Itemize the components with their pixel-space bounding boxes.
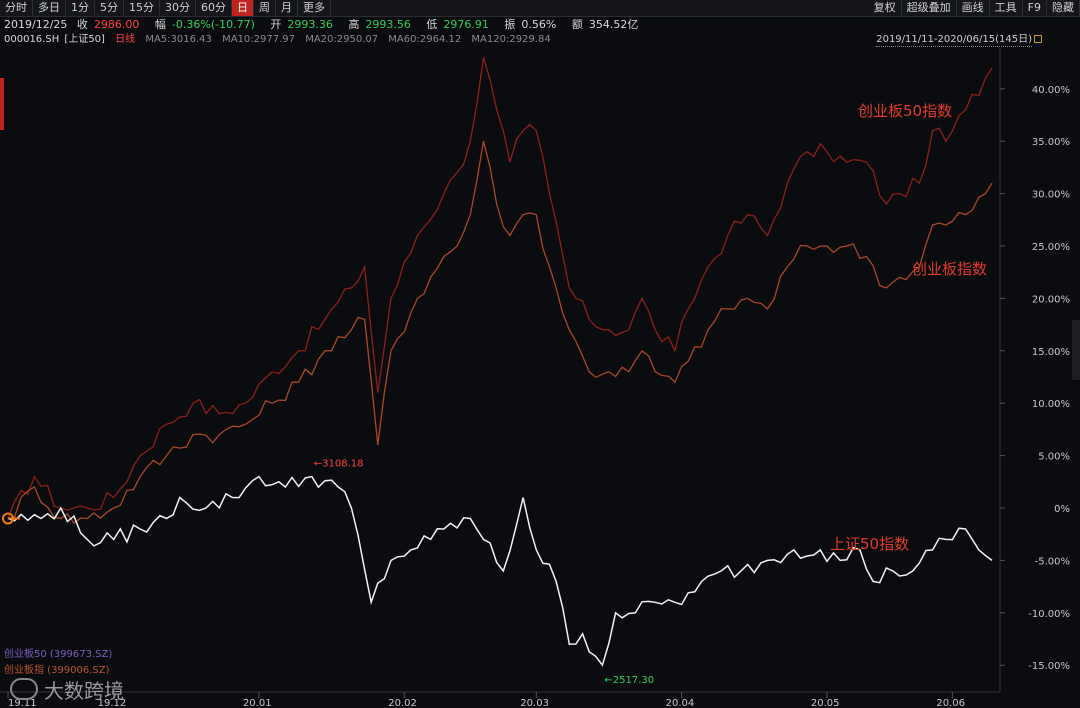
open-label: 开: [270, 18, 282, 31]
amp-value: 0.56%: [521, 18, 557, 31]
y-tick-label-0: 40.00%: [1032, 85, 1070, 96]
period-toolbar: 分时 多日 1分 5分 15分 30分 60分日周月更多 复权 超级叠加 画线 工具 F9 隐藏: [0, 0, 1080, 17]
logo: 大数跨境: [10, 676, 124, 703]
index-code: 000016.SH: [4, 34, 60, 45]
ma60: MA60:2964.12: [388, 34, 462, 45]
series-line-sz50: [7, 475, 993, 667]
open-value: 2993.36: [287, 18, 333, 31]
series-label-cyb50: 创业板50指数: [858, 102, 952, 120]
close-label: 收: [76, 18, 88, 31]
period-tab-0[interactable]: 分时: [0, 0, 33, 16]
toolbar-right-item-5[interactable]: 隐藏: [1047, 0, 1080, 16]
ma20: MA20:2950.07: [305, 34, 379, 45]
y-tick-label-11: -15.00%: [1028, 661, 1070, 672]
y-tick-label-5: 15.00%: [1032, 347, 1070, 358]
period-tab-3[interactable]: 5分: [95, 0, 124, 16]
toolbar-right: 复权 超级叠加 画线 工具 F9 隐藏: [869, 0, 1080, 16]
change-value: -0.36%(-10.77): [171, 18, 255, 31]
toolbar-right-item-2[interactable]: 画线: [957, 0, 990, 16]
toolbar-right-item-3[interactable]: 工具: [990, 0, 1023, 16]
legend-cyb: 创业板指 (399006.SZ): [4, 665, 110, 676]
quote-date: 2019/12/25: [4, 18, 68, 31]
logo-text: 大数跨境: [44, 678, 124, 703]
period-tab-5[interactable]: 30分: [160, 0, 196, 16]
y-tick-label-3: 25.00%: [1032, 242, 1070, 253]
toolbar-right-item-0[interactable]: 复权: [869, 0, 902, 16]
ma120: MA120:2929.84: [471, 34, 551, 45]
legend-cyb50: 创业板50 (399673.SZ): [4, 649, 113, 660]
amount-label: 额: [571, 18, 583, 31]
period-tab-6[interactable]: 60分: [196, 0, 232, 16]
ma5: MA5:3016.43: [145, 34, 212, 45]
period-tab-7[interactable]: 日: [232, 0, 254, 16]
y-tick-label-8: 0%: [1054, 504, 1070, 515]
high-label: 高: [348, 18, 360, 31]
scrollbar[interactable]: [1072, 320, 1080, 380]
y-tick-label-10: -10.00%: [1028, 609, 1070, 620]
toolbar-right-item-1[interactable]: 超级叠加: [902, 0, 957, 16]
period-tab-2[interactable]: 1分: [66, 0, 95, 16]
period-tabs: 分时 多日 1分 5分 15分 30分 60分日周月更多: [0, 0, 331, 16]
x-tick-label-6: 20.05: [811, 698, 840, 708]
x-tick-label-4: 20.03: [520, 698, 549, 708]
period-tab-1[interactable]: 多日: [33, 0, 66, 16]
x-tick-label-1: 19.12: [98, 698, 127, 708]
low-value: 2976.91: [443, 18, 489, 31]
high-value: 2993.56: [365, 18, 411, 31]
amount-value: 354.52亿: [588, 18, 639, 31]
x-tick-label-3: 20.02: [388, 698, 417, 708]
period-tab-9[interactable]: 月: [276, 0, 298, 16]
y-tick-label-1: 35.00%: [1032, 137, 1070, 148]
series-label-sz50: 上证50指数: [830, 535, 909, 553]
ma-bar: 000016.SH [上证50] 日线 MA5:3016.43 MA10:297…: [4, 33, 558, 47]
series-line-cyb: [7, 141, 993, 525]
period-tab-4[interactable]: 15分: [124, 0, 160, 16]
annotation-1: ←2517.30: [604, 675, 654, 686]
period-tab-8[interactable]: 周: [254, 0, 276, 16]
y-tick-label-2: 30.00%: [1032, 190, 1070, 201]
x-tick-label-0: 19.11: [8, 698, 37, 708]
series-label-cyb: 创业板指数: [912, 260, 987, 278]
series-line-cyb50: [7, 57, 993, 519]
side-marker: [0, 78, 4, 130]
x-tick-label-5: 20.04: [666, 698, 695, 708]
y-tick-label-9: -5.00%: [1035, 556, 1070, 567]
annotation-0: ←3108.18: [314, 459, 364, 470]
close-value: 2986.00: [93, 18, 140, 31]
ma10: MA10:2977.97: [222, 34, 295, 45]
date-range[interactable]: 2019/11/11-2020/06/15(145日): [876, 34, 1032, 47]
y-tick-label-7: 5.00%: [1038, 452, 1070, 463]
logo-mark-icon: [10, 678, 38, 700]
x-tick-label-2: 20.01: [243, 698, 272, 708]
index-name: [上证50]: [64, 34, 105, 45]
change-label: 幅: [154, 18, 166, 31]
y-tick-label-4: 20.00%: [1032, 294, 1070, 305]
x-tick-label-7: 20.06: [936, 698, 965, 708]
lock-icon[interactable]: [1034, 35, 1042, 43]
period-tab-10[interactable]: 更多: [298, 0, 331, 16]
toolbar-right-item-4[interactable]: F9: [1023, 0, 1047, 16]
amp-label: 振: [504, 18, 516, 31]
kline-type: 日线: [115, 34, 136, 45]
quote-bar: 2019/12/25 收 2986.00 幅 -0.36%(-10.77) 开 299…: [4, 17, 650, 32]
y-tick-label-6: 10.00%: [1032, 399, 1070, 410]
low-label: 低: [426, 18, 438, 31]
